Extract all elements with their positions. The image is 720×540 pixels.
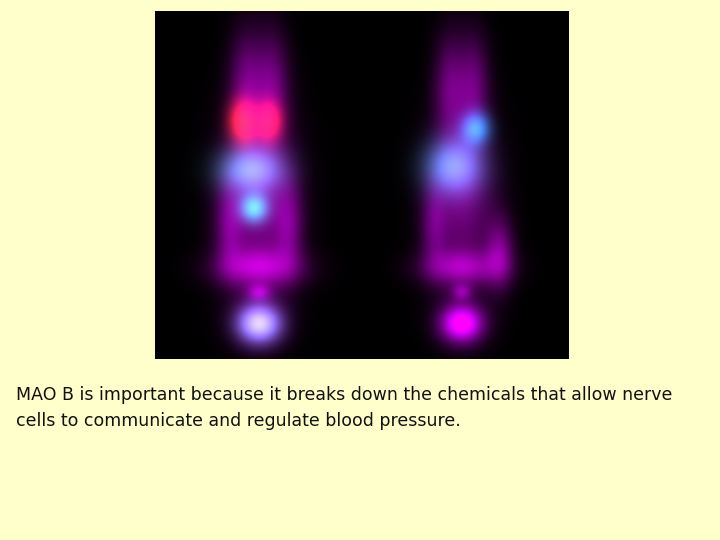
Text: liver: liver — [331, 218, 373, 236]
Text: heart: heart — [331, 164, 382, 182]
Text: lungs: lungs — [331, 131, 382, 150]
Bar — [155, 11, 569, 359]
Text: kidneys: kidneys — [331, 299, 404, 317]
Text: brain: brain — [331, 48, 380, 66]
Text: MAO B is important because it breaks down the chemicals that allow nerve
cells t: MAO B is important because it breaks dow… — [16, 386, 672, 430]
